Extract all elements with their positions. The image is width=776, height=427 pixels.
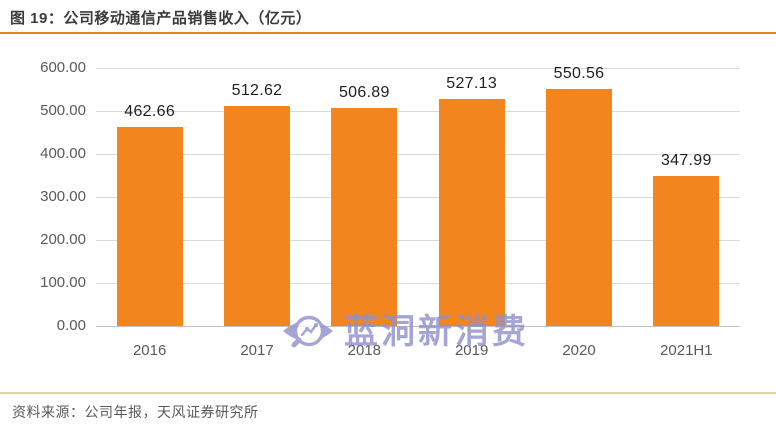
bar-chart: 0.00 100.00 200.00 300.00 400.00 500.00 600.00…	[0, 34, 776, 392]
gridline	[96, 111, 740, 112]
x-axis-tick-label: 2016	[132, 342, 167, 359]
x-axis-tick-label: 2021H1	[660, 342, 713, 359]
y-axis-tick-label: 100.00	[40, 274, 86, 291]
x-axis-tick-label: 2017	[240, 342, 274, 359]
y-axis-tick-label: 500.00	[40, 102, 86, 119]
gridline	[96, 283, 740, 284]
bar-value-label: 527.13	[446, 75, 498, 93]
x-axis-tick-label: 2018	[347, 342, 382, 359]
bar-2016	[116, 127, 183, 326]
gridline	[96, 68, 740, 69]
x-axis-tick-label: 2020	[562, 342, 596, 359]
gridline	[96, 326, 740, 327]
y-axis-tick-label: 0.00	[56, 317, 86, 334]
figure-title: 图 19：公司移动通信产品销售收入（亿元）	[10, 10, 312, 27]
plot-area: 462.66 512.62 506.89 527.13 550.56 347.99	[96, 65, 740, 327]
y-axis-tick-label: 400.00	[40, 145, 86, 162]
gridline	[96, 154, 740, 155]
bar-2019	[438, 99, 505, 326]
bar-2021H1	[653, 176, 720, 326]
y-axis-tick-label: 600.00	[40, 59, 86, 76]
bar-value-label: 550.56	[553, 65, 605, 83]
figure-header: 图 19：公司移动通信产品销售收入（亿元）	[0, 0, 776, 34]
bar-2020	[546, 89, 612, 326]
bar-value-label: 506.89	[338, 84, 390, 102]
bar-2017	[224, 105, 290, 326]
bar-2018	[331, 108, 398, 326]
x-axis-tick-label: 2019	[454, 342, 489, 359]
y-axis-tick-label: 300.00	[40, 188, 86, 205]
gridline	[96, 240, 740, 241]
y-axis-labels: 0.00 100.00 200.00 300.00 400.00 500.00 600.00	[0, 34, 86, 392]
bar-value-label: 462.66	[124, 103, 176, 121]
gridline	[96, 197, 740, 198]
y-axis-tick-label: 200.00	[40, 231, 86, 248]
source-note: 资料来源：公司年报，天风证券研究所	[12, 404, 259, 420]
bar-value-label: 347.99	[660, 152, 712, 170]
bar-value-label: 512.62	[231, 81, 283, 99]
figure-footer: 资料来源：公司年报，天风证券研究所	[0, 392, 776, 427]
